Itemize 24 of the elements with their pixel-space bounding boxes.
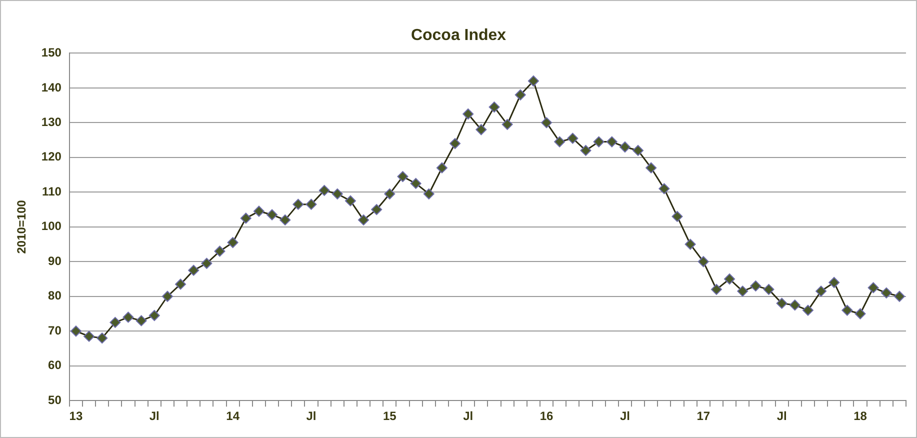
x-tick-label: 13 — [69, 409, 83, 424]
y-tick-label: 130 — [41, 114, 62, 129]
y-axis-title: 2010=100 — [14, 200, 29, 254]
chart-title: Cocoa Index — [410, 27, 506, 44]
x-tick-label: 18 — [854, 409, 868, 424]
x-tick-label: Jl — [776, 409, 787, 424]
x-tick-label: Jl — [620, 409, 630, 424]
y-tick-label: 90 — [48, 254, 62, 268]
y-tick-label: 150 — [41, 46, 62, 60]
y-tick-label: 100 — [41, 219, 62, 234]
x-tick-label: 14 — [226, 409, 240, 424]
x-tick-label: 17 — [696, 409, 710, 424]
x-tick-label: 15 — [382, 409, 397, 424]
x-tick-label: 16 — [540, 409, 554, 424]
x-tick-label: Jl — [149, 409, 160, 424]
y-tick-label: 50 — [48, 392, 62, 407]
y-tick-label: 110 — [42, 184, 62, 198]
y-tick-label: 60 — [48, 358, 62, 372]
y-tick-label: 140 — [41, 80, 62, 94]
y-tick-label: 80 — [48, 288, 62, 303]
x-tick-label: Jl — [306, 409, 316, 424]
y-tick-label: 70 — [48, 323, 62, 338]
y-tick-label: 120 — [41, 150, 62, 164]
x-tick-label: Jl — [463, 409, 474, 424]
